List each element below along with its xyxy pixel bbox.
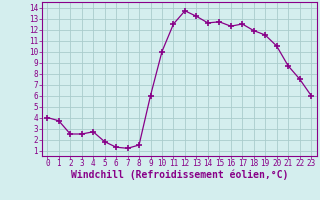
X-axis label: Windchill (Refroidissement éolien,°C): Windchill (Refroidissement éolien,°C) — [70, 170, 288, 180]
